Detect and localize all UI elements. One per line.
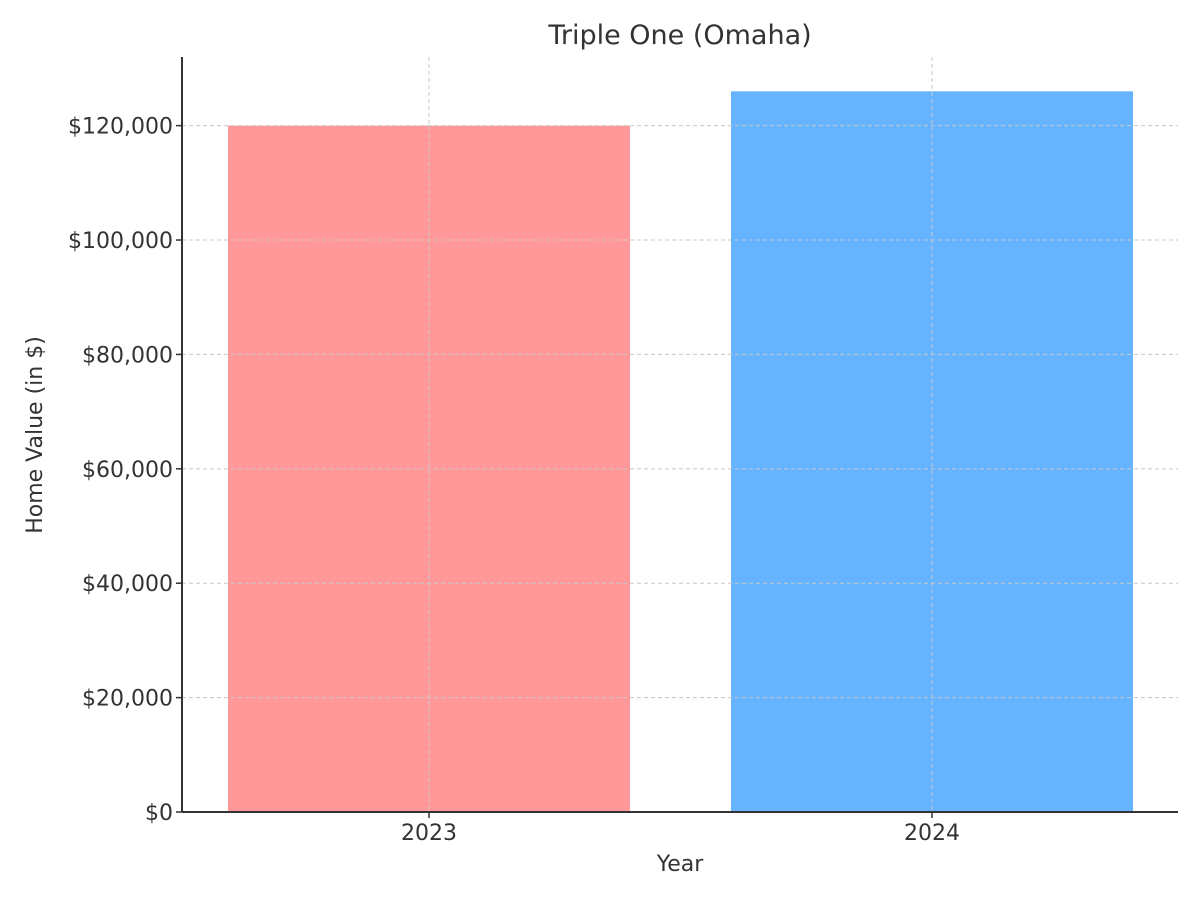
- bars: [228, 91, 1133, 813]
- x-axis-label: Year: [656, 852, 705, 877]
- y-axis-label: Home Value (in $): [23, 336, 48, 534]
- y-tick-label: $40,000: [82, 572, 173, 597]
- x-ticks: 2023 2024: [401, 812, 960, 846]
- chart-title: Triple One (Omaha): [547, 20, 811, 51]
- y-tick-label: $60,000: [82, 458, 173, 483]
- y-tick-label: $100,000: [68, 229, 173, 254]
- y-tick-label: $120,000: [68, 115, 173, 140]
- y-ticks: $0 $20,000 $40,000 $60,000 $80,000 $100,000 $1…: [68, 115, 182, 826]
- grid-lines: [182, 57, 1178, 812]
- y-tick-label: $0: [145, 801, 173, 826]
- x-tick-label: 2023: [401, 821, 457, 846]
- y-tick-label: $20,000: [82, 687, 173, 712]
- x-tick-label: 2024: [904, 821, 960, 846]
- axes: [181, 57, 1178, 813]
- y-tick-label: $80,000: [82, 343, 173, 368]
